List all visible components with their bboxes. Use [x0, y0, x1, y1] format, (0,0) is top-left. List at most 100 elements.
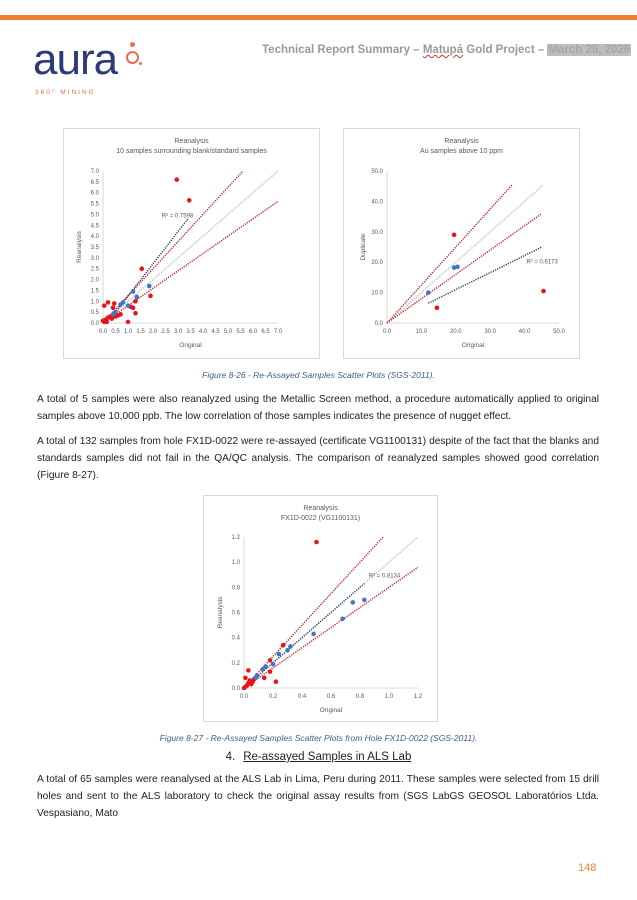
- chart-subtitle: 10 samples surrounding blank/standard sa…: [116, 148, 267, 155]
- y-tick-label: 5.0: [91, 212, 100, 218]
- blue-data-point: [311, 631, 316, 637]
- x-tick-label: 0.5: [111, 329, 120, 335]
- r-squared-label: R² = 0.6173: [526, 260, 558, 266]
- y-tick-label: 3.5: [91, 245, 100, 251]
- blue-data-point: [288, 644, 293, 649]
- y-tick-label: 7.0: [91, 169, 100, 175]
- red-data-point: [434, 305, 440, 311]
- scatter-plot: Reanalysis Au samples above 10 ppm 0.0 10.0…: [360, 138, 565, 349]
- red-data-point: [111, 301, 117, 306]
- scatter-plot: Reanalysis 10 samples surrounding blank/s…: [76, 138, 283, 349]
- header-accent-bar: [0, 15, 637, 20]
- upper-limit-line: [243, 536, 384, 689]
- blue-data-point: [340, 616, 345, 622]
- chart-title: Reanalysis: [174, 138, 209, 145]
- red-data-point: [243, 684, 248, 690]
- blue-data-point: [455, 264, 460, 270]
- y-tick-label: 2.5: [91, 267, 100, 273]
- x-tick-label: 4.0: [199, 329, 208, 335]
- y-tick-label: 0.0: [375, 321, 384, 327]
- upper-limit-line: [386, 183, 514, 324]
- x-tick-label: 10.0: [416, 329, 428, 335]
- red-data-point: [314, 539, 319, 545]
- x-tick-label: 0.4: [298, 694, 307, 700]
- red-data-point: [280, 642, 286, 648]
- y-axis-label: Reanalysis: [76, 230, 83, 263]
- section-heading: 4. Re-assayed Samples in ALS Lab: [0, 751, 637, 763]
- y-tick-label: 0.8: [232, 585, 241, 591]
- logo-wordmark: aura: [33, 35, 118, 84]
- red-data-point: [148, 293, 153, 299]
- report-header-title: Technical Report Summary – Matupá Gold P…: [262, 44, 632, 56]
- chart-reanalysis-fx1d-0022: Reanalysis FX1D-0022 (VG1100131) 0.0 0.2 0.4…: [203, 495, 438, 722]
- chart-title: Reanalysis: [444, 138, 479, 145]
- blue-data-point: [350, 600, 356, 605]
- one-to-one-line: [102, 170, 279, 324]
- red-data-point: [246, 668, 251, 673]
- blue-data-point: [125, 303, 131, 308]
- x-tick-label: 4.5: [211, 329, 220, 335]
- red-data-point: [133, 298, 138, 304]
- blue-data-point: [276, 651, 282, 657]
- logo-tagline: 360° MINING: [35, 89, 96, 96]
- blue-data-point: [425, 290, 431, 295]
- trend-line: [109, 218, 189, 320]
- y-tick-label: 3.0: [91, 256, 100, 262]
- logo-ring-icon: [126, 51, 139, 64]
- x-tick-label: 6.5: [261, 329, 270, 335]
- blue-data-point: [130, 289, 136, 294]
- y-tick-label: 0.6: [232, 611, 241, 617]
- chart-subtitle: Au samples above 10 ppm: [420, 148, 503, 155]
- r-squared-label: R² = 0.7598: [162, 214, 194, 220]
- red-data-point: [267, 658, 273, 663]
- blue-data-point: [285, 647, 290, 653]
- blue-data-point: [253, 675, 258, 681]
- scatter-plot: Reanalysis FX1D-0022 (VG1100131) 0.0 0.2 0.4…: [217, 505, 423, 714]
- red-data-point: [243, 675, 248, 681]
- blue-data-point: [451, 265, 457, 270]
- y-tick-label: 6.0: [91, 191, 100, 197]
- y-tick-label: 4.5: [91, 223, 100, 229]
- y-tick-label: 40.0: [371, 199, 383, 205]
- paragraph: A total of 5 samples were also reanalyze…: [37, 394, 599, 422]
- x-axis-label: Original: [179, 342, 202, 349]
- page-number: 148: [578, 862, 597, 874]
- chart-reanalysis-10-samples: Reanalysis 10 samples surrounding blank/s…: [63, 128, 320, 359]
- red-data-point: [133, 310, 138, 316]
- blue-data-point: [260, 666, 266, 672]
- logo-dot-icon: [139, 62, 142, 65]
- red-data-point: [104, 319, 110, 325]
- x-tick-label: 2.5: [161, 329, 170, 335]
- blue-data-point: [270, 661, 276, 667]
- lower-limit-line: [102, 200, 279, 324]
- x-tick-label: 0.2: [269, 694, 278, 700]
- red-data-point: [130, 305, 136, 311]
- r-squared-label: R² = 0.8134: [369, 573, 401, 579]
- red-data-point: [118, 312, 123, 317]
- red-data-point: [267, 669, 273, 674]
- title-middle: Gold Project –: [463, 44, 548, 56]
- title-prefix: Technical Report Summary –: [262, 44, 423, 56]
- y-tick-label: 6.5: [91, 180, 100, 186]
- y-axis-label: Reanalysis: [217, 596, 224, 629]
- x-tick-label: 1.0: [385, 694, 394, 700]
- red-data-point: [262, 675, 267, 681]
- x-tick-label: 30.0: [484, 329, 496, 335]
- x-tick-label: 50.0: [553, 329, 565, 335]
- red-data-point: [110, 305, 116, 311]
- blue-data-point: [362, 597, 367, 603]
- x-tick-label: 1.2: [414, 694, 423, 700]
- title-project: Matupá: [422, 44, 464, 56]
- x-axis-label: Original: [320, 707, 343, 714]
- trend-line: [427, 246, 543, 304]
- red-data-point: [541, 288, 546, 294]
- y-tick-label: 0.4: [232, 636, 241, 642]
- x-tick-label: 0.8: [356, 694, 365, 700]
- x-axis-label: Original: [462, 342, 485, 349]
- chart-title: Reanalysis: [303, 505, 338, 512]
- chart-reanalysis-above-10ppm: Reanalysis Au samples above 10 ppm 0.0 10.0…: [343, 128, 580, 359]
- lower-limit-line: [386, 212, 543, 324]
- x-tick-label: 1.0: [124, 329, 133, 335]
- red-data-point: [273, 679, 279, 685]
